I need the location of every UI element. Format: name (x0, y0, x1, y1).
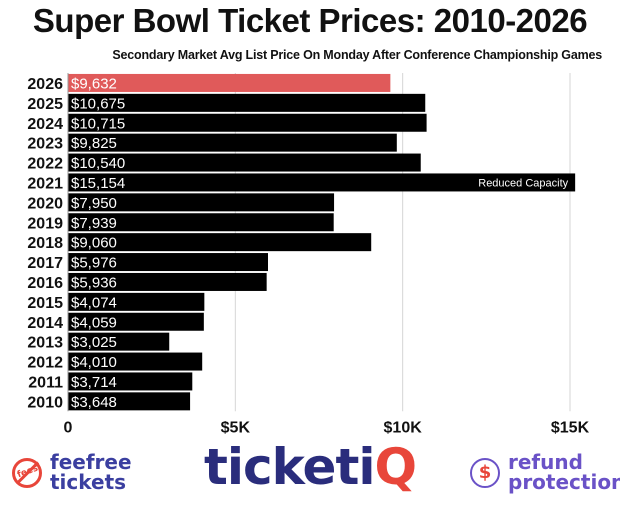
year-label-2013: 2013 (27, 335, 63, 352)
refund-logo-line2: protection (508, 470, 620, 494)
year-label-2019: 2019 (27, 215, 63, 232)
x-tick-label: $15K (551, 419, 590, 435)
bar-2012 (68, 352, 203, 371)
bar-2019 (68, 213, 334, 232)
ticketiq-logo-q: Q (374, 438, 418, 496)
value-label-2023: $9,825 (71, 135, 117, 152)
bar-2024 (68, 113, 427, 132)
year-label-2025: 2025 (27, 96, 63, 113)
feefree-tickets-logo[interactable]: fees feefree tickets (12, 452, 142, 496)
value-label-2010: $3,648 (71, 394, 117, 411)
year-label-2020: 2020 (27, 195, 63, 212)
value-label-2018: $9,060 (71, 235, 117, 252)
year-label-2026: 2026 (27, 76, 63, 93)
bar-2014 (68, 312, 204, 331)
feefree-logo-line1: feefree (50, 450, 132, 474)
year-label-2018: 2018 (27, 235, 63, 252)
value-label-2017: $5,976 (71, 255, 117, 272)
x-tick-label: 0 (64, 419, 73, 435)
x-tick-label: $10K (384, 419, 423, 435)
year-label-2023: 2023 (27, 136, 63, 153)
no-fees-icon: fees (12, 458, 42, 488)
year-label-2024: 2024 (27, 116, 63, 133)
value-label-2019: $7,939 (71, 215, 117, 232)
bar-2015 (68, 292, 205, 311)
bar-2011 (68, 372, 193, 391)
chart-subtitle: Secondary Market Avg List Price On Monda… (112, 48, 602, 62)
bar-2020 (68, 193, 335, 212)
value-label-2011: $3,714 (71, 374, 117, 391)
bar-2013 (68, 332, 170, 351)
year-label-2010: 2010 (27, 394, 63, 411)
year-label-2021: 2021 (27, 175, 63, 192)
ticket-price-bar-chart: 2026 $9,632 2025 $10,675 2024 $10,715 2023 $9,8… (27, 73, 590, 435)
bar-2026 (68, 73, 391, 92)
bar-2017 (68, 253, 268, 272)
year-label-2017: 2017 (27, 255, 63, 272)
year-label-2015: 2015 (27, 295, 63, 312)
value-label-2014: $4,059 (71, 314, 117, 331)
value-label-2024: $10,715 (71, 115, 125, 132)
year-label-2011: 2011 (28, 374, 63, 391)
feefree-logo-line2: tickets (50, 470, 127, 494)
refund-logo-line1: refund (508, 450, 583, 474)
year-label-2012: 2012 (27, 355, 63, 372)
year-label-2022: 2022 (27, 156, 63, 173)
value-label-2025: $10,675 (71, 95, 125, 112)
refund-dollar-icon: $ (470, 458, 500, 488)
year-label-2014: 2014 (27, 315, 63, 332)
value-label-2012: $4,010 (71, 354, 117, 371)
value-label-2013: $3,025 (71, 334, 117, 351)
bar-2018 (68, 233, 372, 252)
value-label-2016: $5,936 (71, 274, 117, 291)
x-tick-label: $5K (221, 419, 251, 435)
value-label-2026: $9,632 (71, 75, 117, 92)
year-label-2016: 2016 (27, 275, 63, 292)
bar-2022 (68, 153, 421, 172)
bar-2010 (68, 392, 191, 411)
value-label-2020: $7,950 (71, 195, 117, 212)
bar-2016 (68, 272, 267, 291)
bar-2025 (68, 93, 426, 112)
ticketiq-logo-main: ticketi (203, 438, 376, 496)
bar-2023 (68, 133, 397, 152)
chart-title: Super Bowl Ticket Prices: 2010-2026 (32, 2, 588, 39)
ticketiq-logo[interactable]: ticketiQ (180, 438, 440, 498)
footer-logos: fees feefree tickets ticketiQ $ refund p… (0, 438, 620, 513)
annotation-reduced-capacity: Reduced Capacity (478, 177, 568, 189)
bar-2021 (68, 173, 576, 192)
value-label-2022: $10,540 (71, 155, 125, 172)
value-label-2015: $4,074 (71, 294, 117, 311)
refund-protection-logo[interactable]: $ refund protection (470, 452, 620, 496)
value-label-2021: $15,154 (71, 175, 125, 192)
